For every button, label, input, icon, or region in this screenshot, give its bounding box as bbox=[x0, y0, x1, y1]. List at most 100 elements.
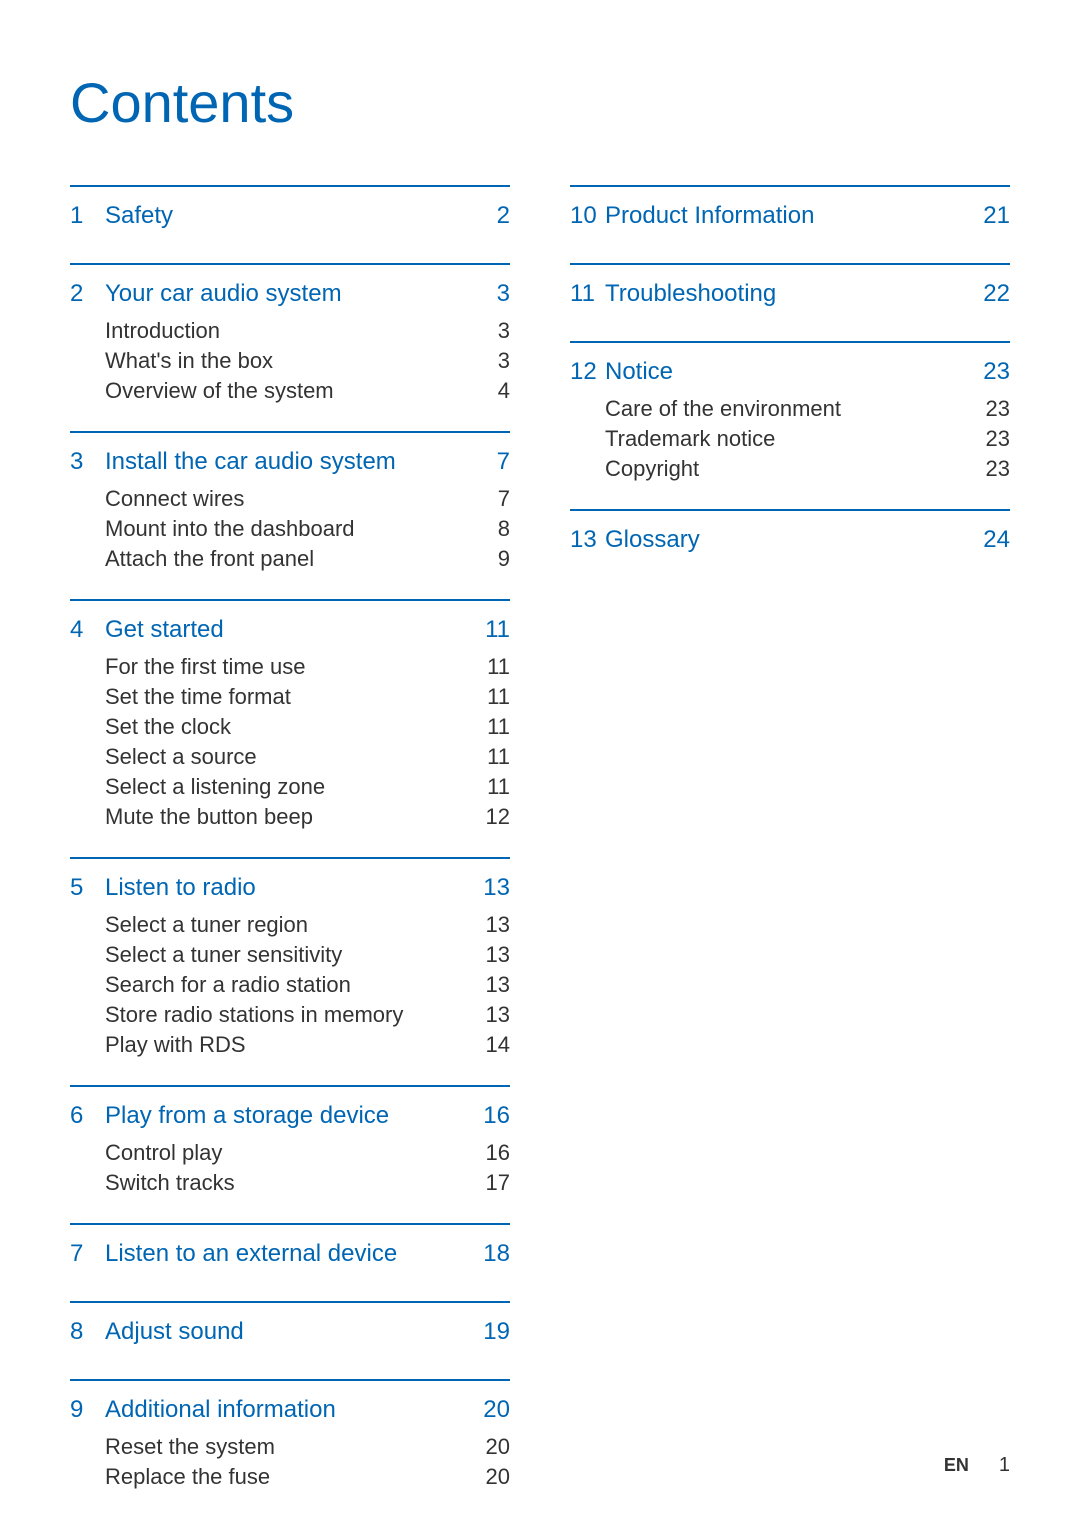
sub-item-label: Control play bbox=[70, 1140, 222, 1166]
toc-sub-item[interactable]: Select a listening zone11 bbox=[70, 772, 510, 802]
section-title: Listen to an external device bbox=[105, 1240, 483, 1268]
sub-item-label: Set the clock bbox=[70, 714, 231, 740]
toc-section-header[interactable]: 11Troubleshooting22 bbox=[570, 280, 1010, 308]
toc-sub-item[interactable]: Copyright 23 bbox=[570, 454, 1010, 484]
section-title: Play from a storage device bbox=[105, 1102, 483, 1130]
sub-item-page: 4 bbox=[498, 378, 510, 404]
section-page: 7 bbox=[497, 448, 510, 476]
toc-sub-item[interactable]: Select a tuner region 13 bbox=[70, 910, 510, 940]
toc-sub-item[interactable]: Mute the button beep12 bbox=[70, 802, 510, 832]
toc-sub-item[interactable]: Replace the fuse20 bbox=[70, 1462, 510, 1492]
section-page: 16 bbox=[483, 1102, 510, 1130]
sub-item-page: 13 bbox=[486, 912, 510, 938]
section-number: 4 bbox=[70, 616, 105, 644]
section-page: 19 bbox=[483, 1318, 510, 1346]
section-number: 9 bbox=[70, 1396, 105, 1424]
section-title: Product Information bbox=[605, 202, 983, 230]
toc-section-header[interactable]: 13Glossary24 bbox=[570, 526, 1010, 554]
toc-section: 12Notice23Care of the environment23Trade… bbox=[570, 341, 1010, 509]
toc-section: 13Glossary24 bbox=[570, 509, 1010, 587]
section-page: 3 bbox=[497, 280, 510, 308]
sub-item-page: 17 bbox=[486, 1170, 510, 1196]
sub-item-label: Select a source bbox=[70, 744, 257, 770]
toc-section-header[interactable]: 9Additional information20 bbox=[70, 1396, 510, 1424]
toc-section: 4Get started11For the first time use11Se… bbox=[70, 599, 510, 857]
sub-item-label: Overview of the system bbox=[70, 378, 334, 404]
sub-item-label: Care of the environment bbox=[570, 396, 841, 422]
toc-section-header[interactable]: 3Install the car audio system7 bbox=[70, 448, 510, 476]
toc-sub-item[interactable]: Introduction 3 bbox=[70, 316, 510, 346]
section-title: Troubleshooting bbox=[605, 280, 983, 308]
sub-item-page: 23 bbox=[986, 456, 1010, 482]
toc-sub-item[interactable]: Store radio stations in memory13 bbox=[70, 1000, 510, 1030]
sub-item-page: 13 bbox=[486, 1002, 510, 1028]
section-page: 21 bbox=[983, 202, 1010, 230]
sub-item-page: 13 bbox=[486, 942, 510, 968]
sub-item-page: 8 bbox=[498, 516, 510, 542]
section-number: 12 bbox=[570, 358, 605, 386]
section-title: Safety bbox=[105, 202, 497, 230]
section-page: 2 bbox=[497, 202, 510, 230]
section-page: 22 bbox=[983, 280, 1010, 308]
section-number: 6 bbox=[70, 1102, 105, 1130]
toc-section-header[interactable]: 10Product Information21 bbox=[570, 202, 1010, 230]
sub-item-page: 20 bbox=[486, 1434, 510, 1460]
sub-item-label: What's in the box bbox=[70, 348, 273, 374]
toc-sub-item[interactable]: Set the time format11 bbox=[70, 682, 510, 712]
toc-section: 8Adjust sound19 bbox=[70, 1301, 510, 1379]
toc-section-header[interactable]: 2Your car audio system3 bbox=[70, 280, 510, 308]
toc-section-header[interactable]: 4Get started11 bbox=[70, 616, 510, 644]
toc-sub-item[interactable]: Care of the environment23 bbox=[570, 394, 1010, 424]
section-page: 24 bbox=[983, 526, 1010, 554]
section-number: 10 bbox=[570, 202, 605, 230]
toc-section: 1Safety2 bbox=[70, 185, 510, 263]
toc-sub-item[interactable]: Select a source11 bbox=[70, 742, 510, 772]
section-number: 2 bbox=[70, 280, 105, 308]
toc-sub-item[interactable]: Control play16 bbox=[70, 1138, 510, 1168]
section-number: 8 bbox=[70, 1318, 105, 1346]
toc-sub-item[interactable]: What's in the box 3 bbox=[70, 346, 510, 376]
sub-item-page: 3 bbox=[498, 348, 510, 374]
section-title: Notice bbox=[605, 358, 983, 386]
toc-section-header[interactable]: 1Safety2 bbox=[70, 202, 510, 230]
sub-item-page: 11 bbox=[487, 774, 510, 800]
toc-sub-item[interactable]: Mount into the dashboard8 bbox=[70, 514, 510, 544]
toc-section-header[interactable]: 7Listen to an external device18 bbox=[70, 1240, 510, 1268]
toc-sub-item[interactable]: Connect wires7 bbox=[70, 484, 510, 514]
sub-item-page: 7 bbox=[498, 486, 510, 512]
sub-item-label: Attach the front panel bbox=[70, 546, 314, 572]
left-column: 1Safety22Your car audio system3Introduct… bbox=[70, 185, 510, 1517]
section-title: Your car audio system bbox=[105, 280, 497, 308]
section-page: 20 bbox=[483, 1396, 510, 1424]
sub-item-page: 11 bbox=[487, 714, 510, 740]
toc-section-header[interactable]: 8Adjust sound19 bbox=[70, 1318, 510, 1346]
section-page: 11 bbox=[485, 616, 510, 644]
toc-section-header[interactable]: 5Listen to radio13 bbox=[70, 874, 510, 902]
toc-sub-item[interactable]: Search for a radio station13 bbox=[70, 970, 510, 1000]
toc-sub-item[interactable]: Trademark notice23 bbox=[570, 424, 1010, 454]
sub-item-page: 23 bbox=[986, 426, 1010, 452]
sub-item-label: Introduction bbox=[70, 318, 220, 344]
toc-sub-item[interactable]: Select a tuner sensitivity13 bbox=[70, 940, 510, 970]
section-number: 3 bbox=[70, 448, 105, 476]
toc-sub-item[interactable]: Reset the system20 bbox=[70, 1432, 510, 1462]
toc-sub-item[interactable]: Set the clock 11 bbox=[70, 712, 510, 742]
toc-sub-item[interactable]: For the first time use11 bbox=[70, 652, 510, 682]
toc-sub-item[interactable]: Overview of the system 4 bbox=[70, 376, 510, 406]
toc-sub-item[interactable]: Switch tracks17 bbox=[70, 1168, 510, 1198]
sub-item-page: 3 bbox=[498, 318, 510, 344]
sub-item-label: Play with RDS bbox=[70, 1032, 246, 1058]
section-number: 7 bbox=[70, 1240, 105, 1268]
section-title: Additional information bbox=[105, 1396, 483, 1424]
toc-section-header[interactable]: 12Notice23 bbox=[570, 358, 1010, 386]
footer-language: EN bbox=[944, 1455, 969, 1476]
page-title: Contents bbox=[70, 70, 1010, 135]
toc-section: 5Listen to radio13 Select a tuner region 1… bbox=[70, 857, 510, 1085]
footer-page-number: 1 bbox=[999, 1454, 1010, 1477]
sub-item-label: Copyright bbox=[570, 456, 699, 482]
toc-section-header[interactable]: 6Play from a storage device16 bbox=[70, 1102, 510, 1130]
sub-item-label: Replace the fuse bbox=[70, 1464, 270, 1490]
sub-item-label: Select a tuner region bbox=[70, 912, 308, 938]
toc-sub-item[interactable]: Play with RDS14 bbox=[70, 1030, 510, 1060]
toc-sub-item[interactable]: Attach the front panel9 bbox=[70, 544, 510, 574]
